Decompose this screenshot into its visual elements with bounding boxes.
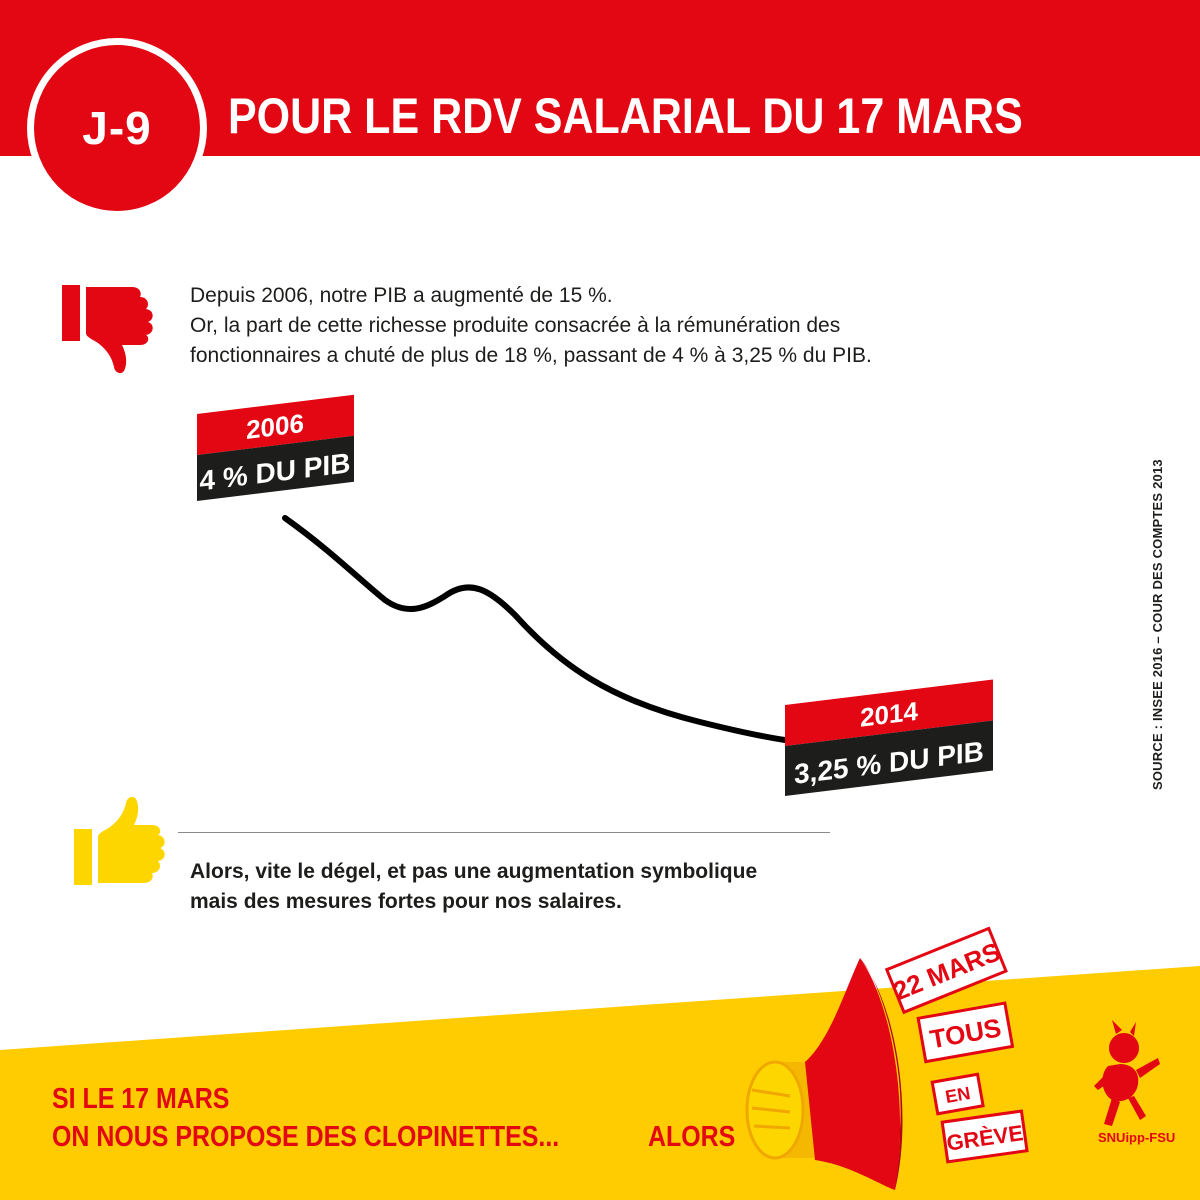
footer-alors: ALORS — [648, 1121, 736, 1153]
conclusion-text: Alors, vite le dégel, et pas une augment… — [190, 857, 890, 917]
label-2014: 2014 3,25 % DU PIB — [785, 679, 993, 796]
label-2014-year-box — [785, 679, 993, 746]
intro-line-1: Depuis 2006, notre PIB a augmenté de 15 … — [190, 284, 613, 307]
label-2014-value-box — [785, 720, 993, 796]
label-2006-year: 2006 — [246, 408, 304, 445]
page-title: POUR LE RDV SALARIAL DU 17 MARS — [228, 88, 1023, 144]
footer-line-2: ON NOUS PROPOSE DES CLOPINETTES... — [52, 1121, 560, 1153]
intro-line-3: fonctionnaires a chuté de plus de 18 %, … — [190, 344, 872, 367]
divider — [178, 832, 830, 833]
label-2006: 2006 4 % DU PIB — [197, 394, 354, 501]
series-line — [282, 515, 788, 743]
thumbs-down-icon — [62, 283, 158, 380]
label-2006-year-box — [197, 394, 354, 455]
footer-line-1: SI LE 17 MARS — [52, 1083, 230, 1115]
logo: SNUipp-FSU — [1098, 1130, 1176, 1145]
intro-text: Depuis 2006, notre PIB a augmenté de 15 … — [190, 281, 980, 371]
conclusion-line-2: mais des mesures fortes pour nos salaire… — [190, 890, 622, 913]
countdown-badge-text: J-9 — [82, 102, 152, 154]
countdown-badge: J-9 — [27, 38, 207, 218]
intro-line-2: Or, la part de cette richesse produite c… — [190, 314, 841, 337]
source-label: SOURCE : INSEE 2016 – COUR DES COMPTES 2… — [1150, 459, 1165, 790]
label-2006-value-box — [197, 435, 354, 501]
conclusion-line-1: Alors, vite le dégel, et pas une augment… — [190, 860, 758, 883]
footer-text: SI LE 17 MARS ON NOUS PROPOSE DES CLOPIN… — [52, 1080, 559, 1156]
thumbs-up-icon — [74, 795, 170, 892]
label-2014-year: 2014 — [860, 696, 918, 733]
